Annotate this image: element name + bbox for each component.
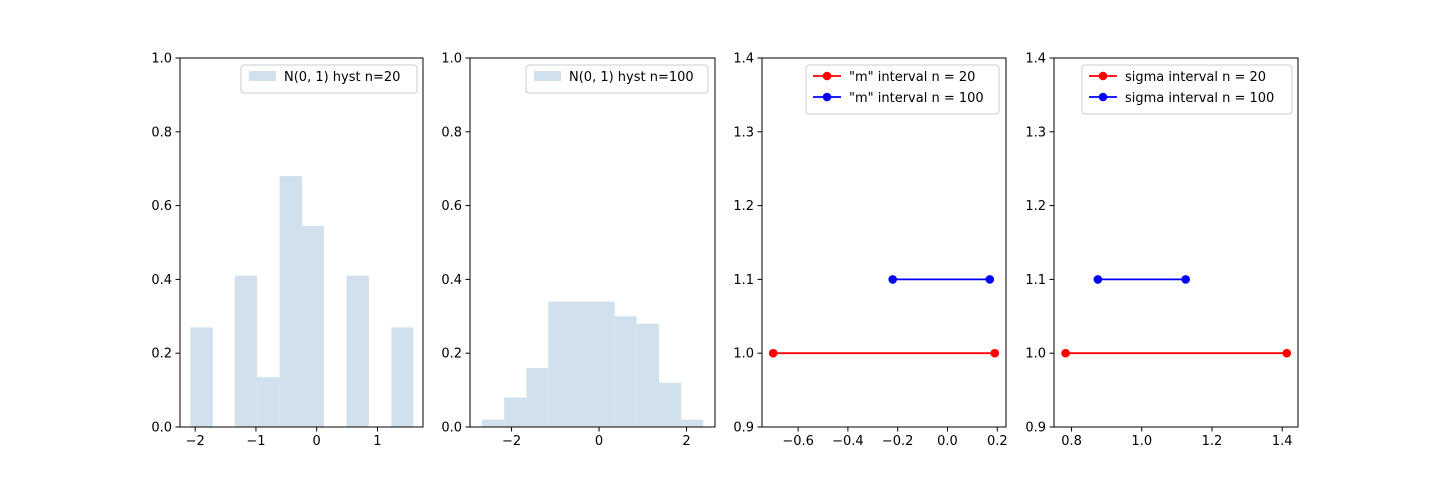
axes-frame — [761, 57, 1007, 428]
y-tick-label: 0.0 — [151, 421, 172, 436]
histogram-bar — [391, 327, 414, 427]
histogram-bar — [614, 316, 637, 427]
histogram-bar — [346, 275, 369, 427]
y-tick-label: 1.1 — [1025, 273, 1046, 288]
histogram-bar — [481, 419, 505, 427]
series-marker — [768, 348, 778, 358]
x-tick-label: 1.2 — [1202, 434, 1223, 449]
histogram-bar — [504, 397, 527, 427]
x-tick-label: 0.2 — [987, 434, 1008, 449]
panel-1: −2 −1 0 1 0.0 0.2 0.4 0.6 0.8 1.0 N(0, 1) hyst n=2… — [151, 52, 424, 449]
y-tick-label: 0.4 — [151, 273, 172, 288]
histogram-bar — [190, 327, 213, 427]
x-tick-label: 0 — [313, 434, 321, 449]
y-tick-label: 0.0 — [441, 421, 462, 436]
legend-marker — [822, 92, 832, 102]
y-tick-label: 1.3 — [1025, 125, 1046, 140]
histogram-bar — [302, 225, 324, 427]
x-tick-label: −2 — [186, 434, 205, 449]
legend-swatch — [249, 71, 276, 81]
x-tick-label: 0 — [595, 434, 603, 449]
x-tick-label: −0.2 — [882, 434, 914, 449]
legend-label: "m" interval n = 100 — [849, 91, 984, 106]
axes-frame — [179, 57, 424, 428]
panel-4: 0.8 1.0 1.2 1.4 0.9 1.0 1.1 1.2 1.3 1.4 sigma inte… — [1025, 52, 1299, 449]
legend-label: sigma interval n = 20 — [1125, 70, 1266, 85]
x-tick-label: 2 — [682, 434, 690, 449]
series-marker — [1282, 348, 1292, 358]
histogram-bar — [592, 301, 615, 427]
x-tick-label: −2 — [502, 434, 521, 449]
axes-frame — [1053, 57, 1299, 428]
legend-label: N(0, 1) hyst n=100 — [569, 70, 694, 85]
legend-marker — [1098, 71, 1108, 81]
y-tick-label: 1.0 — [151, 52, 172, 67]
y-tick-label: 0.8 — [441, 125, 462, 140]
legend-label: N(0, 1) hyst n=20 — [284, 70, 400, 85]
y-tick-label: 1.1 — [733, 273, 754, 288]
histogram-bar — [234, 275, 258, 427]
y-tick-label: 1.2 — [733, 199, 754, 214]
y-tick-label: 1.3 — [733, 125, 754, 140]
histogram-bar — [636, 323, 659, 427]
legend-box — [525, 64, 709, 94]
y-tick-label: 1.0 — [1025, 347, 1046, 362]
x-tick-label: −1 — [246, 434, 265, 449]
x-tick-label: 0.8 — [1061, 434, 1082, 449]
legend: "m" interval n = 20 "m" interval n = 100 — [805, 64, 1000, 115]
legend: sigma interval n = 20 sigma interval n = … — [1081, 64, 1293, 115]
x-tick-label: 1.4 — [1272, 434, 1293, 449]
series-marker — [990, 348, 1000, 358]
y-tick-label: 0.2 — [151, 347, 172, 362]
histogram-bar — [279, 176, 303, 427]
y-tick-label: 0.8 — [151, 125, 172, 140]
axes-frame — [469, 57, 716, 428]
legend-label: "m" interval n = 20 — [849, 70, 975, 85]
x-tick-label: −0.6 — [782, 434, 814, 449]
legend: N(0, 1) hyst n=20 — [240, 64, 418, 94]
x-tick-label: 1.0 — [1131, 434, 1152, 449]
legend-marker — [822, 71, 832, 81]
x-tick-label: −0.4 — [832, 434, 864, 449]
series-marker — [888, 275, 898, 284]
legend-swatch — [534, 71, 561, 81]
histogram-bar — [570, 301, 593, 427]
y-tick-label: 1.4 — [1025, 52, 1046, 67]
series-marker — [1093, 275, 1103, 284]
legend-box — [240, 64, 418, 94]
legend-box — [1081, 64, 1293, 115]
y-tick-label: 0.4 — [441, 273, 462, 288]
series-marker — [1181, 275, 1190, 284]
series-marker — [985, 275, 995, 284]
y-tick-label: 1.0 — [441, 52, 462, 67]
y-tick-label: 0.9 — [1025, 421, 1046, 436]
x-tick-label: 0.0 — [937, 434, 958, 449]
legend-marker — [1098, 92, 1108, 102]
y-tick-label: 0.6 — [151, 199, 172, 214]
histogram-bar — [257, 377, 280, 427]
histogram-bar — [681, 419, 704, 427]
panel-3: −0.6 −0.4 −0.2 0.0 0.2 0.9 1.0 1.1 1.2 1.3 1.4 "m" … — [733, 52, 1007, 450]
series-marker — [1061, 348, 1070, 358]
legend-box — [805, 64, 1000, 115]
panel-2: −2 0 2 0.0 0.2 0.4 0.6 0.8 1.0 N(0, 1) hyst n=100 — [441, 52, 716, 449]
y-tick-label: 1.2 — [1025, 199, 1046, 214]
x-tick-label: 1 — [373, 434, 381, 449]
histogram-bar — [659, 382, 682, 427]
histogram-bar — [526, 367, 549, 427]
y-tick-label: 0.9 — [733, 421, 754, 436]
y-tick-label: 1.4 — [733, 52, 754, 67]
y-tick-label: 0.2 — [441, 347, 462, 362]
y-tick-label: 0.6 — [441, 199, 462, 214]
histogram-bar — [548, 301, 571, 427]
legend: N(0, 1) hyst n=100 — [525, 64, 709, 94]
y-tick-label: 1.0 — [733, 347, 754, 362]
legend-label: sigma interval n = 100 — [1125, 91, 1274, 106]
